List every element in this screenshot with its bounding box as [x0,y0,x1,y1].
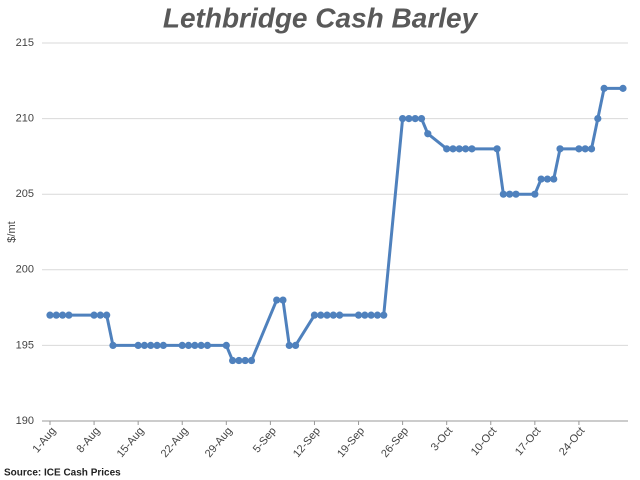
point [159,341,167,349]
y-tick-label: 215 [16,37,34,49]
x-tick-label: 3-Oct [429,425,455,453]
point [468,145,476,153]
point [247,356,256,365]
point [222,341,230,349]
chart-title: Lethbridge Cash Barley [163,2,479,33]
point [58,311,67,319]
point [361,311,369,319]
point [575,145,583,153]
point [241,356,249,365]
x-tick-label: 15-Aug [115,425,147,460]
point [556,145,564,153]
x-tick-label: 26-Sep [379,425,411,460]
point [310,311,319,319]
point [600,84,608,92]
point [512,190,520,198]
x-tick-label: 5-Sep [251,425,279,455]
y-tick-label: 210 [16,113,34,125]
x-tick-label: 8-Aug [75,425,103,455]
point [581,145,589,153]
point [191,341,199,349]
point [329,311,337,319]
point [291,341,300,349]
point [417,115,426,123]
point [461,145,470,153]
point [455,145,463,153]
point [380,311,388,319]
point [411,115,419,123]
line [50,86,623,363]
point [140,341,149,349]
point [147,341,155,349]
point [405,115,413,123]
point [550,175,558,183]
x-tick-label: 17-Oct [513,425,543,458]
point [109,341,117,349]
point [178,341,186,349]
x-tick-label: 19-Sep [335,425,367,460]
point [153,341,161,349]
point [443,145,451,153]
y-tick-label: 190 [16,415,34,427]
y-tick-label: 205 [16,188,34,200]
point [134,341,142,349]
point [399,115,407,123]
point [52,311,60,319]
point [449,145,457,153]
point [367,311,375,319]
y-tick-label: 195 [16,339,34,351]
point [203,341,212,349]
point [235,356,243,365]
point [543,175,552,183]
y-tick-label: 200 [16,264,34,276]
point [285,341,293,349]
point [65,311,73,319]
point [499,190,507,198]
point [493,145,501,153]
point [537,175,545,183]
point [506,190,514,198]
point [96,311,104,319]
point [279,296,287,304]
point [336,311,344,319]
point [197,341,205,349]
point [531,190,539,198]
source-note: Source: ICE Cash Prices [4,468,121,479]
x-tick-label: 10-Oct [469,425,499,458]
x-tick-label: 12-Sep [291,425,323,460]
y-axis-label: $/mt [6,221,18,242]
point [354,311,363,319]
point [317,311,325,319]
point [103,311,111,319]
x-tick-label: 24-Oct [557,425,587,458]
x-tick-label: 1-Aug [30,425,58,455]
point [184,341,193,349]
point [273,296,281,304]
point [90,311,98,319]
point [373,311,382,319]
point [424,130,432,138]
point [46,311,54,319]
point [594,115,602,123]
point [323,311,331,319]
point [619,84,627,92]
x-tick-label: 29-Aug [203,425,235,460]
point [587,145,596,153]
x-tick-label: 22-Aug [159,425,191,460]
point [229,356,237,365]
